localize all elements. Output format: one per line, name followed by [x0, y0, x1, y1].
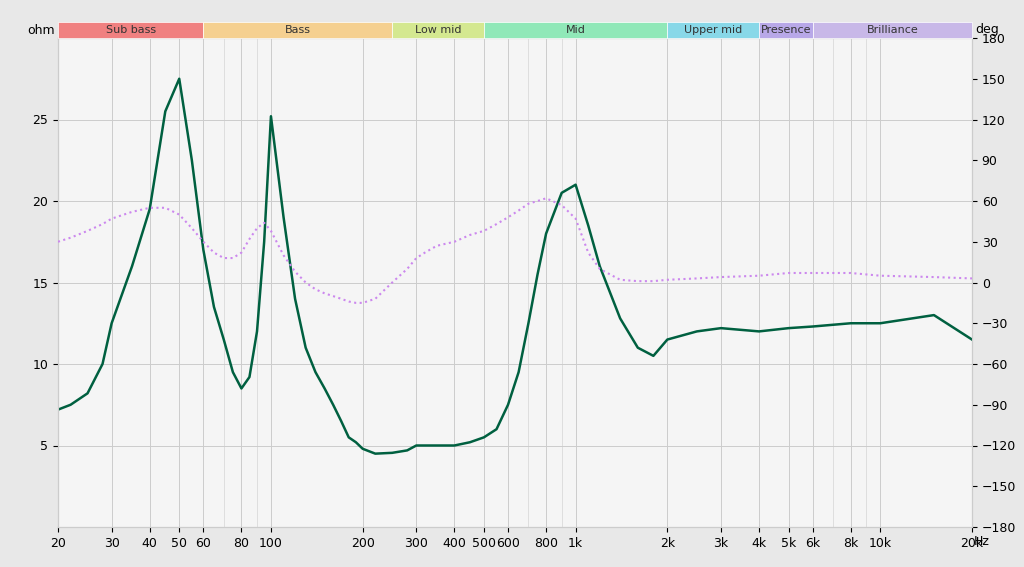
Text: Hz: Hz: [974, 535, 990, 548]
Text: Low mid: Low mid: [415, 25, 461, 35]
Text: Brilliance: Brilliance: [866, 25, 919, 35]
Text: Sub bass: Sub bass: [105, 25, 156, 35]
Text: Bass: Bass: [285, 25, 310, 35]
Text: Presence: Presence: [761, 25, 811, 35]
Text: deg: deg: [975, 23, 998, 36]
Text: Upper mid: Upper mid: [684, 25, 742, 35]
Text: Mid: Mid: [565, 25, 586, 35]
Text: ohm: ohm: [28, 23, 55, 36]
